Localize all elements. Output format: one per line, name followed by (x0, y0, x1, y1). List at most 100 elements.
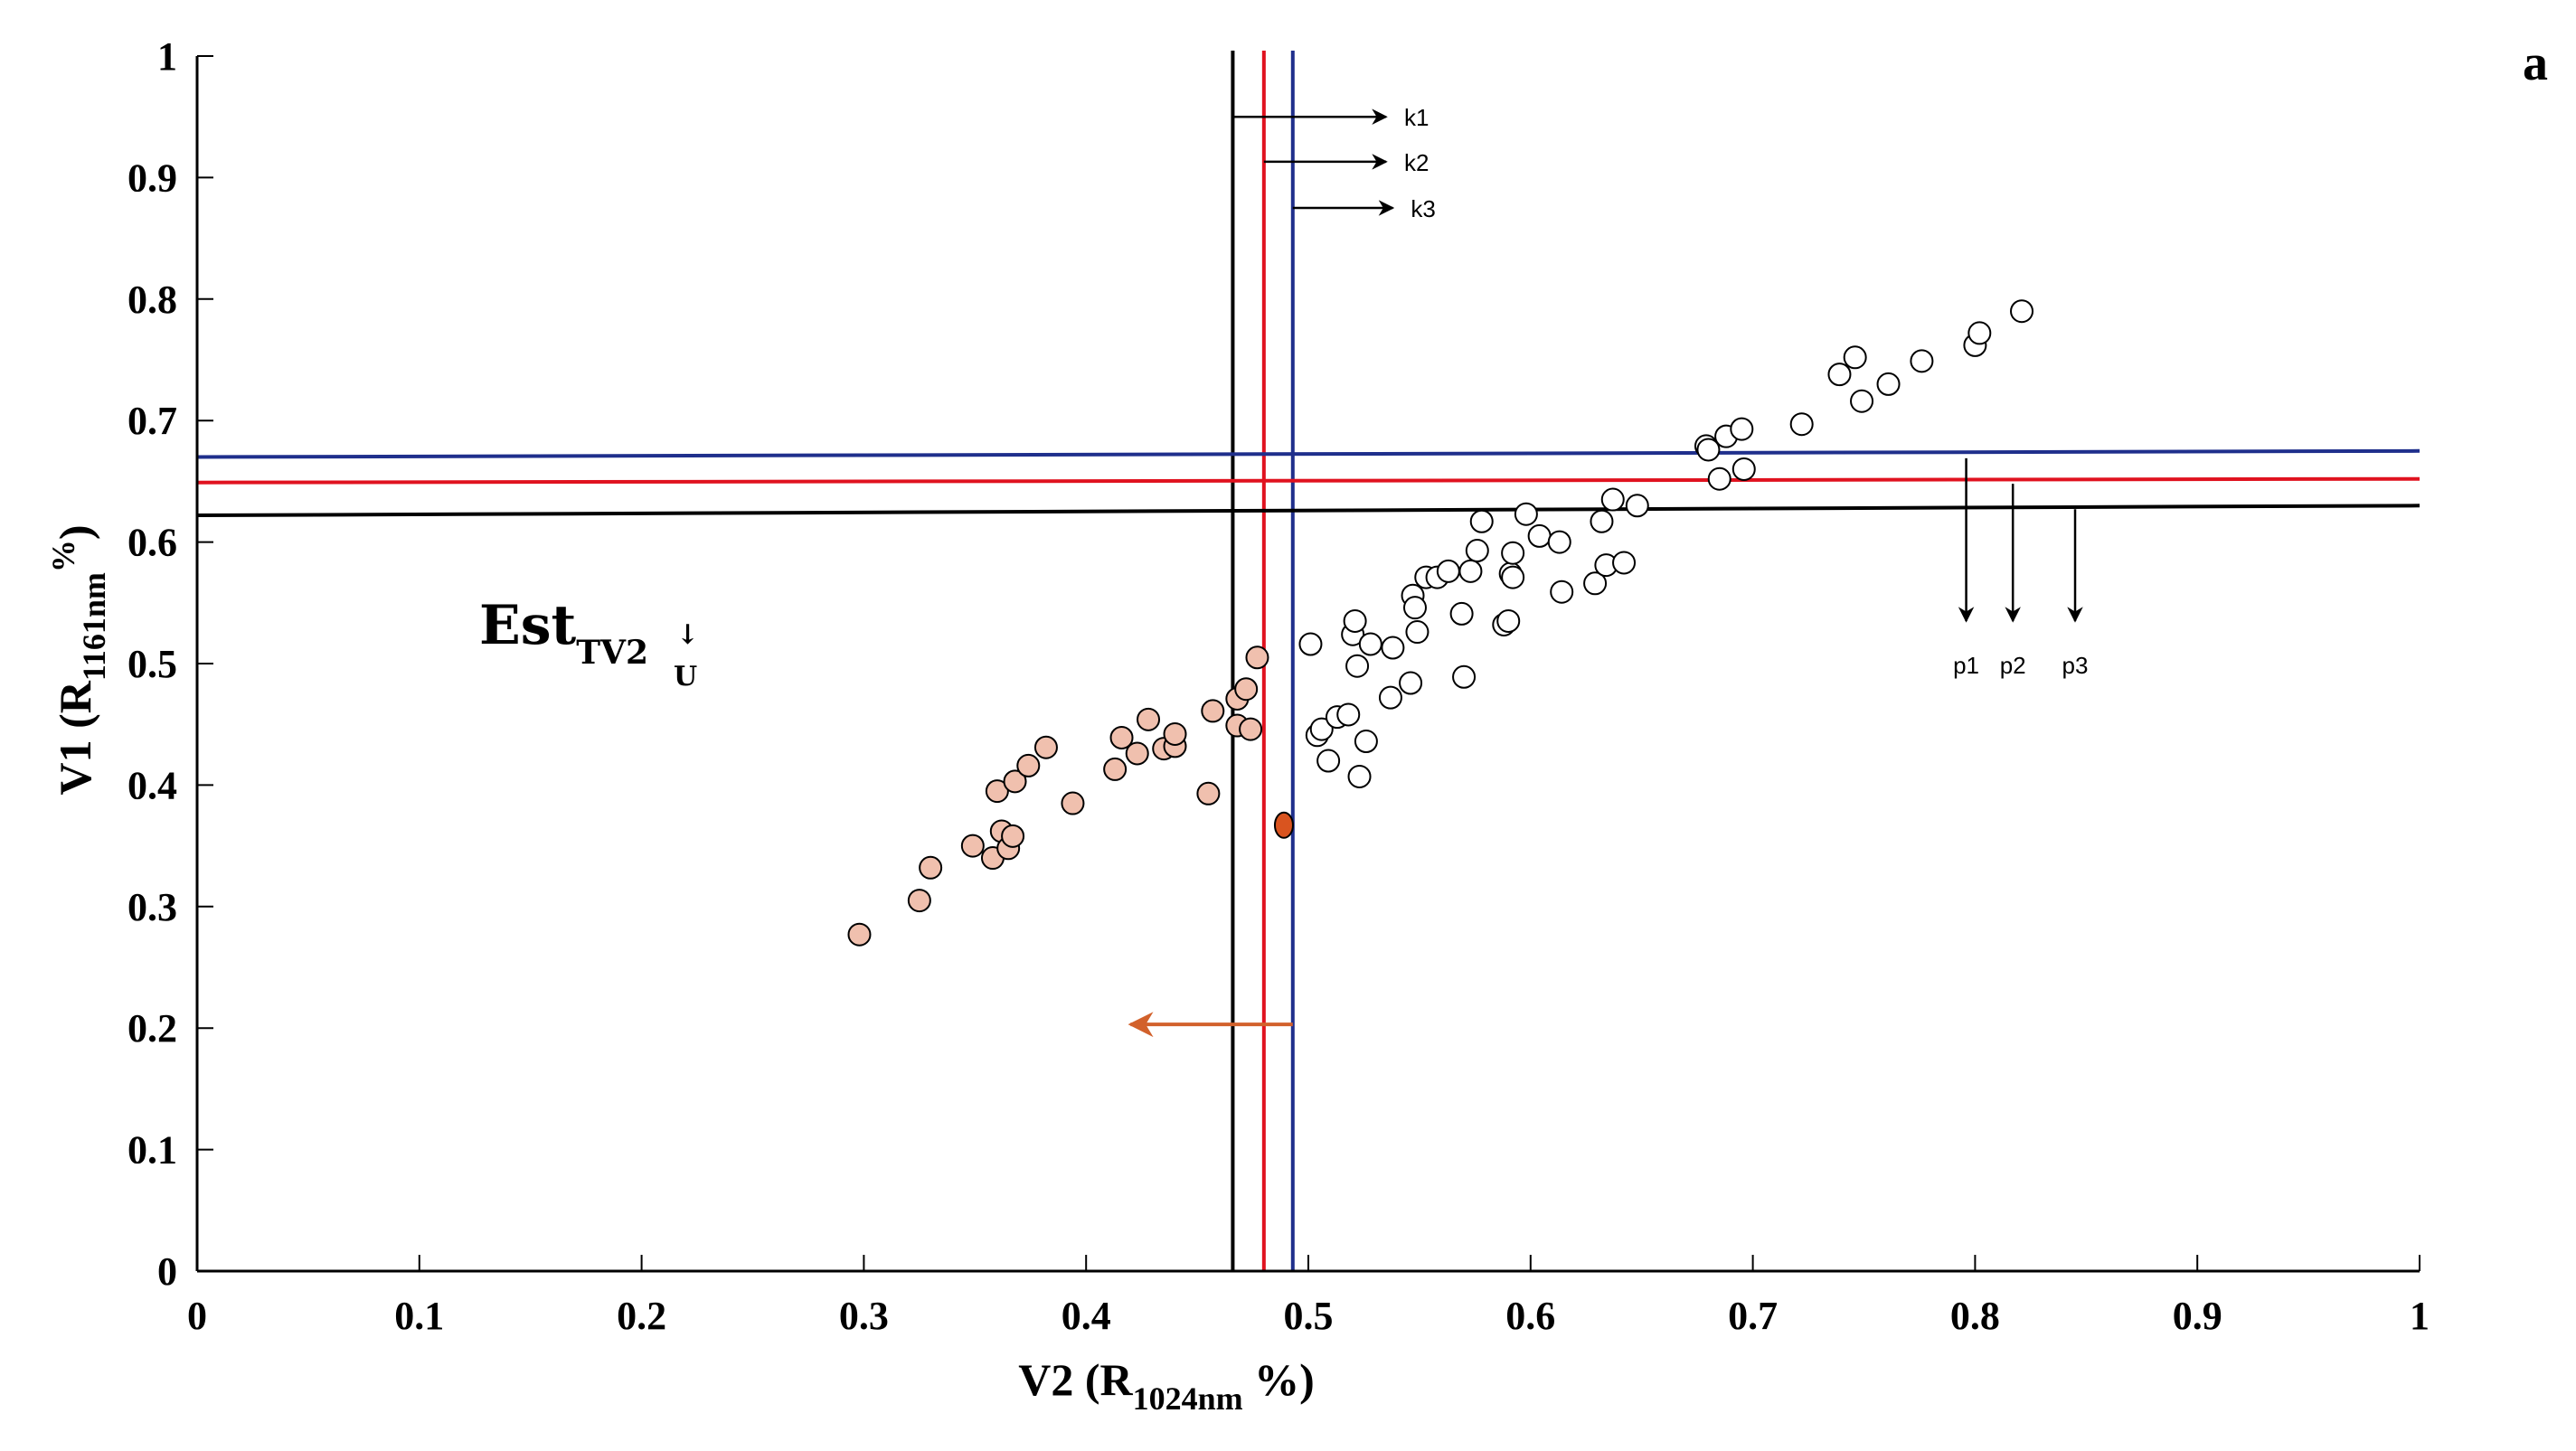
y-tick-label: 0 (157, 1249, 177, 1294)
open-data-point (1309, 717, 1334, 741)
filled-data-point (1061, 791, 1085, 815)
data-points (847, 299, 2034, 947)
arrow-label-k1: k1 (1404, 104, 1429, 131)
filled-data-point (1125, 741, 1149, 766)
est-annotation-arrow-glyph: ↓ (676, 619, 699, 651)
x-tick-label: 0.6 (1505, 1294, 1555, 1338)
open-data-point (1402, 596, 1427, 620)
x-ticks: 0 0.1 0.2 0.3 0.4 0.5 0.6 0.7 0.8 0.9 1 (187, 1255, 2430, 1338)
filled-data-point (1201, 699, 1225, 723)
x-tick-label: 0.4 (1062, 1294, 1111, 1338)
filled-data-point (960, 834, 985, 858)
open-data-point (1730, 417, 1754, 441)
panel-label: a (2523, 35, 2548, 91)
filled-data-point (1103, 757, 1128, 781)
open-data-point (1910, 349, 1934, 373)
x-axis-title-subscript: 1024nm (1133, 1380, 1243, 1417)
highlight-point (1273, 811, 1294, 839)
open-data-point (1452, 664, 1477, 689)
open-data-point (1501, 541, 1525, 565)
x-axis-title-main: V2 (R (1018, 1354, 1133, 1405)
filled-data-point (1109, 725, 1134, 749)
open-data-point (1343, 608, 1367, 633)
filled-data-point (1003, 769, 1027, 794)
x-tick-label: 0.1 (394, 1294, 444, 1338)
arrow-label-k2: k2 (1404, 149, 1429, 176)
open-data-point (1876, 372, 1901, 396)
open-data-point (1469, 509, 1494, 533)
threshold-lines (196, 51, 2420, 1271)
y-axis-title: V1 (R1161nm%) (45, 524, 112, 795)
y-tick-label: 0.3 (127, 885, 177, 929)
filled-data-point (907, 889, 931, 913)
open-data-point (1399, 671, 1423, 695)
open-data-point (1496, 608, 1521, 633)
y-ticks: 0 0.1 0.2 0.3 0.4 0.5 0.6 0.7 0.8 0.9 1 (127, 34, 213, 1294)
x-tick-label: 0.3 (839, 1294, 889, 1338)
y-tick-label: 0.4 (127, 763, 177, 807)
open-data-point (1358, 632, 1382, 656)
y-tick-label: 1 (157, 34, 177, 79)
arrow-label-k3: k3 (1411, 195, 1435, 222)
y-tick-label: 0.2 (127, 1006, 177, 1051)
annotation-arrows: k1 k2 k3 p1 p2 p3 (1128, 104, 2088, 1038)
filled-data-point (1001, 824, 1025, 848)
open-data-point (1336, 702, 1361, 727)
y-tick-label: 0.5 (127, 642, 177, 686)
x-axis-title: V2 (R1024nm %) (1018, 1354, 1315, 1417)
x-axis-title-tail: %) (1243, 1354, 1315, 1405)
open-data-point (1827, 363, 1852, 387)
x-tick-label: 0.9 (2173, 1294, 2222, 1338)
est-annotation-sub: TV2 (576, 634, 648, 672)
horizontal-threshold-p1 (196, 504, 2420, 518)
y-tick-label: 0.7 (127, 399, 177, 443)
open-data-point (1590, 509, 1614, 533)
open-data-point (1850, 389, 1874, 413)
open-data-point (2010, 299, 2034, 324)
open-data-point (1612, 551, 1637, 575)
y-tick-label: 0.1 (127, 1128, 177, 1173)
open-data-point (1967, 321, 1992, 345)
x-tick-label: 0.5 (1284, 1294, 1334, 1338)
est-annotation: EstTV2 (479, 594, 648, 672)
open-data-point (1465, 539, 1489, 563)
filled-data-point (847, 922, 872, 947)
open-data-point (1458, 559, 1483, 583)
open-data-point (1449, 601, 1474, 626)
x-tick-label: 0 (187, 1294, 207, 1338)
open-data-point (1298, 632, 1323, 656)
open-data-point (1789, 412, 1814, 437)
x-tick-label: 0.2 (617, 1294, 666, 1338)
y-tick-label: 0.8 (127, 278, 177, 322)
filled-data-point (1016, 753, 1041, 777)
filled-data-point (1033, 735, 1058, 759)
filled-data-point (1239, 717, 1263, 741)
y-axis-title-superscript: % (45, 540, 81, 572)
x-tick-label: 0.8 (1950, 1294, 2000, 1338)
open-data-point (1345, 654, 1370, 678)
open-data-point (1731, 457, 1756, 481)
horizontal-threshold-p2 (196, 476, 2420, 485)
open-data-point (1381, 636, 1405, 660)
arrow-label-p1: p1 (1953, 652, 1979, 679)
filled-data-point (1234, 677, 1259, 702)
open-data-point (1550, 579, 1574, 604)
est-annotation-subsub: U (674, 661, 697, 693)
y-tick-label: 0.6 (127, 521, 177, 565)
open-data-point (1625, 494, 1649, 518)
filled-data-point (1137, 707, 1161, 731)
open-data-point (1583, 571, 1608, 596)
open-data-point (1354, 730, 1378, 754)
x-tick-label: 1 (2410, 1294, 2430, 1338)
y-axis-title-subscript: 1161nm (76, 572, 112, 681)
open-data-point (1347, 764, 1372, 788)
arrow-label-p2: p2 (2000, 652, 2026, 679)
open-data-point (1843, 345, 1867, 370)
x-tick-label: 0.7 (1728, 1294, 1778, 1338)
open-data-point (1316, 749, 1341, 773)
y-axis-title-tail: ) (50, 524, 100, 540)
est-annotation-main: Est (479, 594, 577, 657)
open-data-point (1696, 438, 1721, 462)
open-data-point (1378, 685, 1402, 710)
